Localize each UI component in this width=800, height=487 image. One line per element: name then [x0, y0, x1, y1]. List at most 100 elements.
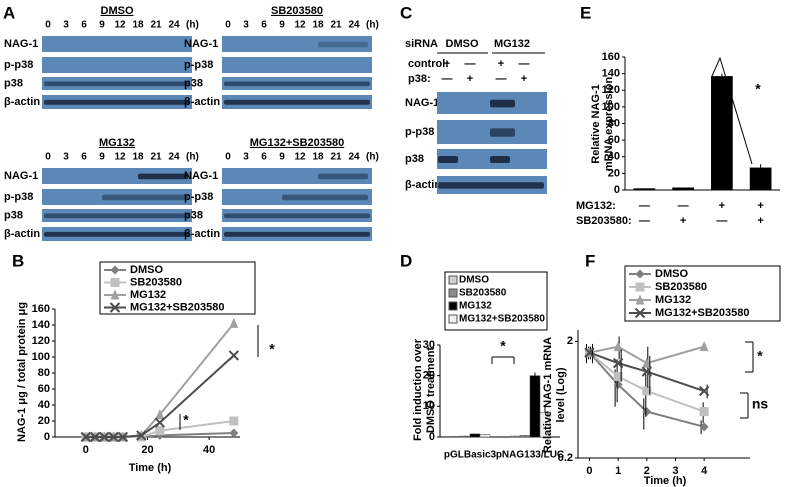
x-axis-label: Time (h): [644, 475, 687, 487]
legend-label: MG132: [459, 301, 492, 312]
annotation: *: [183, 412, 189, 428]
time-label: 18: [132, 152, 144, 163]
marker: [80, 431, 92, 443]
condition-sign: —: [496, 73, 507, 85]
marker: [228, 350, 240, 361]
time-label: 9: [99, 20, 105, 31]
marker: [117, 431, 129, 443]
condition-sign: —: [519, 58, 530, 70]
legend-label: DMSO: [655, 268, 688, 280]
condition-label: SB203580:: [576, 215, 632, 227]
marker: [699, 407, 709, 417]
y-tick-label: 20: [423, 370, 435, 382]
blot-header: siRNA: [405, 38, 438, 50]
marker: [699, 422, 709, 432]
time-label: 3: [243, 20, 249, 31]
blot-band: [44, 213, 190, 219]
bracket: [711, 56, 753, 165]
time-label: 6: [81, 152, 87, 163]
marker: [229, 317, 239, 328]
group-label: MG132: [494, 38, 530, 50]
y-tick-label: 160: [32, 303, 50, 315]
time-label: 6: [261, 152, 267, 163]
row-label: NAG-1: [184, 170, 218, 182]
y-tick-label: 10: [423, 400, 435, 412]
blot-band: [44, 81, 190, 87]
marker: [584, 347, 595, 358]
series-line: [588, 351, 705, 428]
legend-label: MG132+SB203580: [130, 301, 224, 313]
legend-marker: [635, 282, 645, 292]
blot-band: [102, 194, 188, 201]
row-label: p38: [4, 209, 23, 221]
time-label: 9: [279, 20, 285, 31]
panel-letter: F: [585, 251, 595, 270]
time-label: 21: [330, 152, 342, 163]
legend-marker: [634, 307, 646, 319]
y-tick-label: 140: [602, 68, 620, 80]
legend-box: [624, 265, 781, 322]
time-unit: (h): [186, 152, 199, 163]
row-label: p38: [4, 77, 23, 89]
marker: [613, 341, 623, 352]
time-label: 9: [279, 152, 285, 163]
y-tick-label: 100: [602, 101, 620, 113]
time-label: 12: [114, 20, 126, 31]
row-label: NAG-1: [184, 38, 218, 50]
y-tick-label: 30: [423, 339, 435, 351]
x-tick-label: pNAG133/LUC: [496, 450, 564, 461]
annotation: *: [500, 338, 506, 354]
row-label: β-actin: [4, 228, 40, 240]
legend-label: MG132: [130, 289, 166, 301]
time-label: 6: [261, 20, 267, 31]
annotation: ns: [752, 396, 769, 412]
y-axis-label: NAG-1 μg / total protein μg: [16, 302, 28, 442]
blot-band: [138, 173, 188, 180]
series-line: [589, 351, 705, 392]
legend-label: DMSO: [459, 275, 489, 286]
time-label: 24: [168, 20, 180, 31]
row-label: NAG-1: [4, 38, 38, 50]
row-label: β-actin: [184, 228, 220, 240]
y-tick-label: 0: [429, 431, 435, 443]
series-line: [588, 351, 705, 413]
condition-sign: +: [521, 73, 527, 85]
marker: [642, 386, 652, 396]
blot-band: [224, 231, 370, 237]
condition-sign: —: [465, 58, 476, 70]
marker: [642, 357, 652, 368]
series-line: [85, 322, 235, 438]
bar: [672, 187, 694, 190]
bar: [459, 435, 471, 438]
time-label: 3: [243, 152, 249, 163]
time-label: 12: [294, 20, 306, 31]
marker: [642, 407, 652, 417]
blot-band: [224, 81, 370, 87]
condition-sign: —: [639, 215, 650, 227]
time-label: 0: [45, 20, 51, 31]
bar: [529, 375, 541, 438]
bar: [469, 433, 481, 438]
y-axis-label: level (Log): [555, 367, 567, 422]
marker: [613, 380, 623, 390]
annotation: *: [755, 81, 761, 97]
annotation: *: [757, 348, 763, 364]
row-label: p38: [184, 209, 203, 221]
blot-band: [490, 128, 515, 137]
marker: [136, 430, 147, 441]
legend-label: SB203580: [130, 276, 182, 288]
blot-title: MG132+SB203580: [250, 137, 344, 149]
time-label: 0: [225, 152, 231, 163]
time-label: 12: [294, 152, 306, 163]
blot-strip: [222, 36, 372, 52]
y-tick-label: 120: [602, 84, 620, 96]
panel-letter: B: [12, 251, 24, 270]
y-axis-label: Relative NAG-1: [590, 84, 602, 163]
marker: [108, 431, 119, 443]
condition-sign: +: [498, 58, 504, 70]
y-tick-label: 100: [32, 351, 50, 363]
x-tick-label: 3: [672, 465, 678, 477]
y-tick-label: 0: [614, 184, 620, 196]
time-label: 21: [150, 20, 162, 31]
row-label: β-actin: [4, 96, 40, 108]
